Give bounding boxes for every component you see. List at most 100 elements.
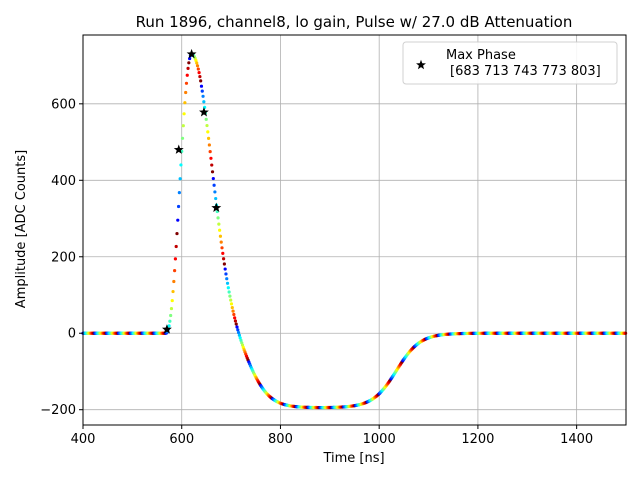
pulse-point: [239, 338, 243, 342]
pulse-point: [168, 319, 172, 323]
pulse-point: [227, 290, 231, 294]
pulse-point: [201, 94, 205, 98]
pulse-point: [218, 228, 222, 232]
pulse-point: [216, 216, 220, 220]
pulse-point: [175, 231, 179, 236]
pulse-point: [221, 257, 226, 261]
legend: Max Phase [683 713 743 773 803]: [402, 41, 618, 85]
pulse-point: [209, 156, 213, 160]
pulse-point: [177, 191, 181, 195]
pulse-point: [236, 331, 241, 335]
pulse-point: [176, 218, 180, 222]
pulse-point: [187, 61, 191, 65]
pulse-point: [194, 58, 198, 63]
pulse-point: [208, 150, 212, 154]
x-tick-label: 800: [268, 432, 293, 447]
pulse-point: [230, 305, 234, 310]
pulse-point: [171, 289, 175, 294]
grid: [82, 35, 626, 425]
pulse-point: [184, 81, 189, 85]
chart-title: Run 1896, channel8, lo gain, Pulse w/ 27…: [136, 13, 573, 31]
pulse-point: [172, 279, 176, 284]
pulse-point: [200, 89, 204, 93]
legend-star-icon: [416, 59, 426, 70]
pulse-point: [233, 319, 238, 323]
pulse-point: [217, 222, 221, 226]
pulse-point: [179, 163, 183, 167]
pulse-waveform: [81, 52, 628, 410]
x-tick-label: 1200: [461, 432, 494, 447]
pulse-point: [178, 177, 182, 181]
pulse-point: [199, 79, 203, 83]
pulse-point: [199, 84, 204, 88]
pulse-point: [170, 298, 174, 303]
pulse-point: [195, 61, 199, 65]
y-axis-label: Amplitude [ADC Counts]: [14, 150, 29, 308]
y-tick-label: 200: [51, 250, 76, 265]
y-tick-label: −200: [40, 403, 76, 418]
x-tick-label: 1000: [363, 432, 396, 447]
pulse-point: [210, 170, 215, 174]
pulse-point: [202, 100, 206, 104]
pulse-point: [218, 234, 223, 238]
pulse-point: [212, 183, 216, 187]
pulse-point: [210, 163, 214, 167]
pulse-point: [180, 136, 185, 140]
max-phase-markers: [161, 48, 222, 334]
pulse-point: [228, 294, 232, 298]
plot-frame: [82, 34, 627, 426]
y-tick-label: 600: [51, 97, 76, 112]
pulse-point: [185, 73, 189, 77]
pulse-point: [235, 325, 239, 329]
pulse-point: [205, 123, 209, 128]
pulse-point: [184, 90, 188, 95]
max-phase-star: [186, 48, 197, 59]
pulse-point: [198, 74, 202, 79]
pulse-point: [213, 190, 217, 194]
pulse-point: [169, 306, 174, 311]
pulse-point: [223, 267, 227, 271]
pulse-point: [219, 240, 223, 244]
pulse-point: [231, 309, 235, 313]
pulse-point: [234, 322, 238, 326]
y-tick-label: 400: [51, 174, 76, 189]
pulse-point: [174, 244, 178, 249]
pulse-point: [225, 277, 229, 281]
pulse-point: [236, 328, 240, 332]
pulse-point: [173, 257, 178, 261]
pulse-point: [169, 313, 173, 318]
x-tick-label: 400: [71, 432, 96, 447]
pulse-point: [220, 246, 224, 250]
max-phase-star: [199, 107, 209, 117]
legend-label-line1: Max Phase: [446, 48, 516, 63]
pulse-point: [233, 316, 237, 320]
pulse-point: [226, 286, 230, 290]
max-phase-star: [211, 202, 222, 213]
pulse-point: [224, 272, 228, 276]
x-tick-label: 1400: [560, 432, 593, 447]
pulse-point: [181, 124, 185, 128]
pulse-point: [186, 66, 190, 70]
pulse-point: [214, 196, 218, 201]
pulse-point: [196, 67, 200, 71]
y-tick-label: 0: [68, 327, 76, 342]
legend-label-line2: [683 713 743 773 803]: [450, 64, 601, 79]
pulse-point: [167, 324, 171, 328]
pulse-point: [206, 136, 211, 140]
pulse-point: [183, 101, 187, 105]
pulse-point: [229, 298, 233, 302]
pulse-point: [204, 117, 208, 121]
legend-box: [402, 41, 618, 85]
pulse-point: [225, 281, 230, 285]
pulse-point: [197, 71, 201, 75]
pulse-point: [238, 336, 242, 340]
pulse-point: [206, 130, 210, 134]
max-phase-star: [161, 324, 172, 334]
pulse-point: [207, 143, 211, 147]
pulse-point: [222, 262, 226, 266]
max-phase-star: [173, 144, 184, 154]
x-axis-label: Time [ns]: [322, 451, 384, 466]
pulse-point: [195, 64, 200, 68]
